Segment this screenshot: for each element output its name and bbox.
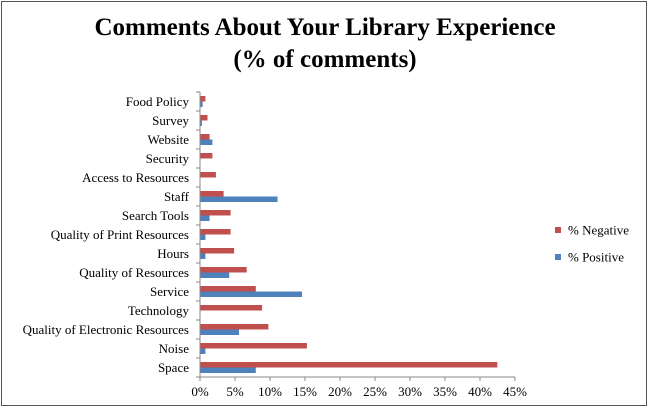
- bar-positive: [200, 367, 256, 373]
- legend-label: % Positive: [568, 250, 624, 265]
- bar-negative: [200, 172, 216, 178]
- bar-positive: [200, 196, 278, 202]
- bar-negative: [200, 267, 247, 273]
- y-tick-label: Service: [150, 284, 189, 299]
- bar-positive: [200, 272, 230, 278]
- y-tick-label: Space: [158, 360, 189, 375]
- legend-swatch: [555, 254, 561, 260]
- x-tick-label: 0%: [191, 384, 209, 399]
- y-tick-label: Security: [146, 151, 190, 166]
- bar-positive: [200, 291, 302, 297]
- y-tick-label: Noise: [159, 341, 190, 356]
- bar-positive: [200, 348, 206, 354]
- bar-negative: [200, 343, 307, 349]
- x-tick-label: 10%: [258, 384, 282, 399]
- x-tick-label: 45%: [503, 384, 527, 399]
- bar-positive: [200, 120, 202, 126]
- legend-swatch: [555, 227, 561, 233]
- bar-negative: [200, 191, 224, 197]
- bar-negative: [200, 324, 269, 330]
- y-tick-label: Search Tools: [122, 208, 189, 223]
- y-tick-label: Quality of Resources: [79, 265, 189, 280]
- bar-negative: [200, 248, 235, 254]
- y-tick-label: Quality of Print Resources: [51, 227, 189, 242]
- y-tick-label: Access to Resources: [82, 170, 189, 185]
- bar-positive: [200, 253, 206, 259]
- y-tick-label: Hours: [157, 246, 189, 261]
- bar-negative: [200, 115, 208, 121]
- bar-negative: [200, 210, 231, 216]
- chart-title: Comments About Your Library Experience: [94, 14, 556, 41]
- bar-positive: [200, 329, 239, 335]
- y-tick-label: Food Policy: [126, 94, 190, 109]
- bar-positive: [200, 215, 210, 221]
- chart-subtitle: (% of comments): [233, 46, 417, 73]
- y-tick-label: Technology: [128, 303, 190, 318]
- y-tick-label: Website: [147, 132, 189, 147]
- y-tick-label: Survey: [152, 113, 189, 128]
- x-tick-label: 25%: [363, 384, 387, 399]
- legend-label: % Negative: [568, 223, 629, 238]
- bar-negative: [200, 305, 263, 311]
- x-tick-label: 15%: [293, 384, 317, 399]
- bar-negative: [200, 134, 210, 140]
- y-tick-label: Quality of Electronic Resources: [23, 322, 189, 337]
- bar-negative: [200, 153, 213, 159]
- bar-negative: [200, 96, 206, 102]
- x-tick-label: 40%: [468, 384, 492, 399]
- bar-positive: [200, 139, 213, 145]
- x-tick-label: 30%: [398, 384, 422, 399]
- x-tick-label: 5%: [226, 384, 244, 399]
- y-tick-label: Staff: [164, 189, 190, 204]
- x-tick-label: 35%: [433, 384, 457, 399]
- bar-negative: [200, 362, 498, 368]
- bar-positive: [200, 234, 206, 240]
- x-tick-label: 20%: [328, 384, 352, 399]
- bar-negative: [200, 286, 256, 292]
- bar-negative: [200, 229, 231, 235]
- bar-positive: [200, 101, 203, 107]
